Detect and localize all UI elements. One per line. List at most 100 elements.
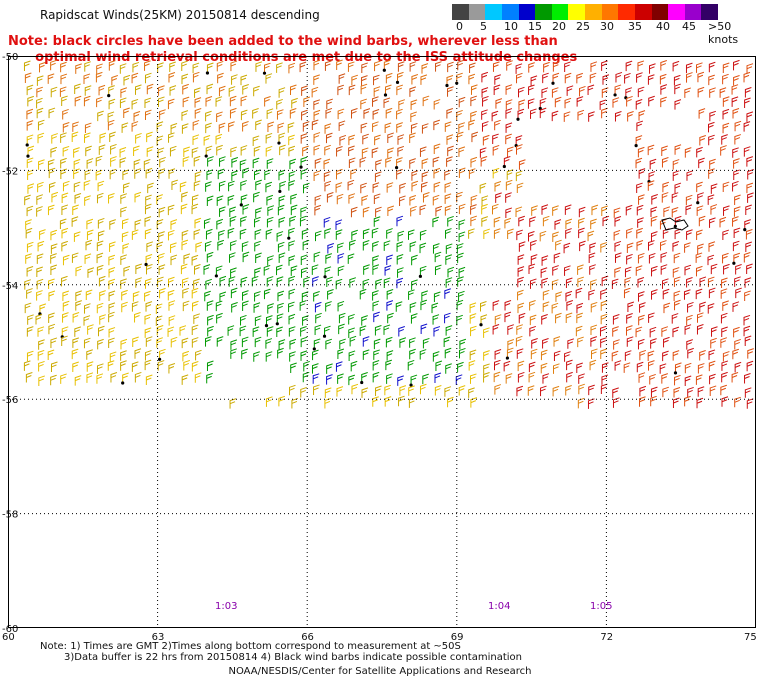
wind-barb [518,159,526,170]
attitude-flag-dot [505,356,510,360]
wind-barb [410,99,418,110]
wind-barb [50,59,57,71]
wind-barb [383,97,391,108]
wind-barb [504,311,512,323]
wind-barb [228,276,236,287]
wind-barb [158,231,165,242]
wind-barb [240,314,247,326]
wind-barb [397,267,404,278]
wind-barb [206,62,214,73]
attitude-flag-dot [107,93,111,98]
legend-color-bar [452,4,718,20]
wind-barb [517,276,524,288]
wind-barb [422,95,430,107]
wind-barb [651,289,658,300]
wind-barb [696,146,703,158]
wind-barb [710,263,718,275]
wind-barb [254,229,262,240]
wind-barb [156,337,163,348]
wind-barb [662,288,670,300]
wind-barb [108,85,115,96]
wind-barb [722,96,730,107]
wind-barb [299,300,307,311]
wind-barb [276,264,283,276]
wind-barb [505,373,513,384]
wind-barb [311,264,319,275]
wind-barb [74,95,82,107]
wind-barb [647,180,655,191]
wind-barb [746,111,754,122]
wind-barb [458,231,466,242]
wind-barb [337,84,345,96]
wind-barb [73,168,80,179]
wind-barb [278,169,286,181]
wind-barb [86,361,94,372]
wind-barb [650,338,657,349]
wind-barb [470,204,477,215]
wind-barb [744,387,752,398]
wind-barb [338,73,346,84]
wind-barb [660,252,668,263]
attitude-flag-dot [25,143,29,147]
wind-barb [110,372,118,383]
wind-barb [721,360,729,371]
legend-swatch [684,4,702,20]
wind-barb [410,122,418,134]
wind-barb [74,193,82,204]
wind-barb [468,119,476,131]
wind-barb [636,182,643,194]
wind-barb [372,290,379,301]
wind-barb [747,192,754,203]
wind-barb [613,207,621,218]
wind-barb [553,363,560,374]
wind-barb [193,155,201,167]
wind-barb [108,266,116,278]
wind-barb [277,347,284,359]
wind-barb [602,215,610,227]
wind-barb [49,182,56,193]
wind-barb [229,398,237,409]
wind-barb [672,267,680,278]
wind-barb [23,360,31,371]
wind-barb [349,335,357,347]
wind-barb [300,350,308,361]
wind-barb [636,240,644,251]
wind-barb [121,122,129,133]
wind-barb [301,291,309,302]
wind-barb [170,242,177,253]
wind-barb [37,181,44,193]
wind-barb [62,122,70,133]
wind-barb [336,59,343,71]
wind-barb [529,300,536,311]
wind-barb [565,218,573,230]
wind-barb [686,314,693,326]
wind-barb [242,251,250,263]
wind-barb [552,231,559,242]
attitude-flag-dot [538,106,542,111]
wind-barb [480,156,488,167]
wind-barb [119,97,127,108]
wind-barb [287,122,295,133]
wind-barb [302,121,310,132]
wind-barb [338,120,346,131]
wind-barb [746,263,753,275]
wind-barb [553,336,561,347]
wind-barb [384,265,392,276]
wind-barb [313,144,321,156]
wind-barb [37,349,45,361]
attitude-flag-dot [262,71,267,75]
wind-barb [183,146,190,157]
wind-barb [301,85,308,96]
wind-barb [145,253,153,265]
wind-barb [96,252,104,264]
wind-barb [685,62,693,74]
wind-barb [671,192,679,203]
wind-barb [411,170,419,181]
wind-barb [662,181,670,193]
attitude-flag-dot [673,371,678,375]
wind-barb [447,61,454,73]
wind-barb [505,207,513,218]
wind-barb [495,192,502,203]
wind-barb [159,287,166,299]
wind-barb [707,194,715,205]
